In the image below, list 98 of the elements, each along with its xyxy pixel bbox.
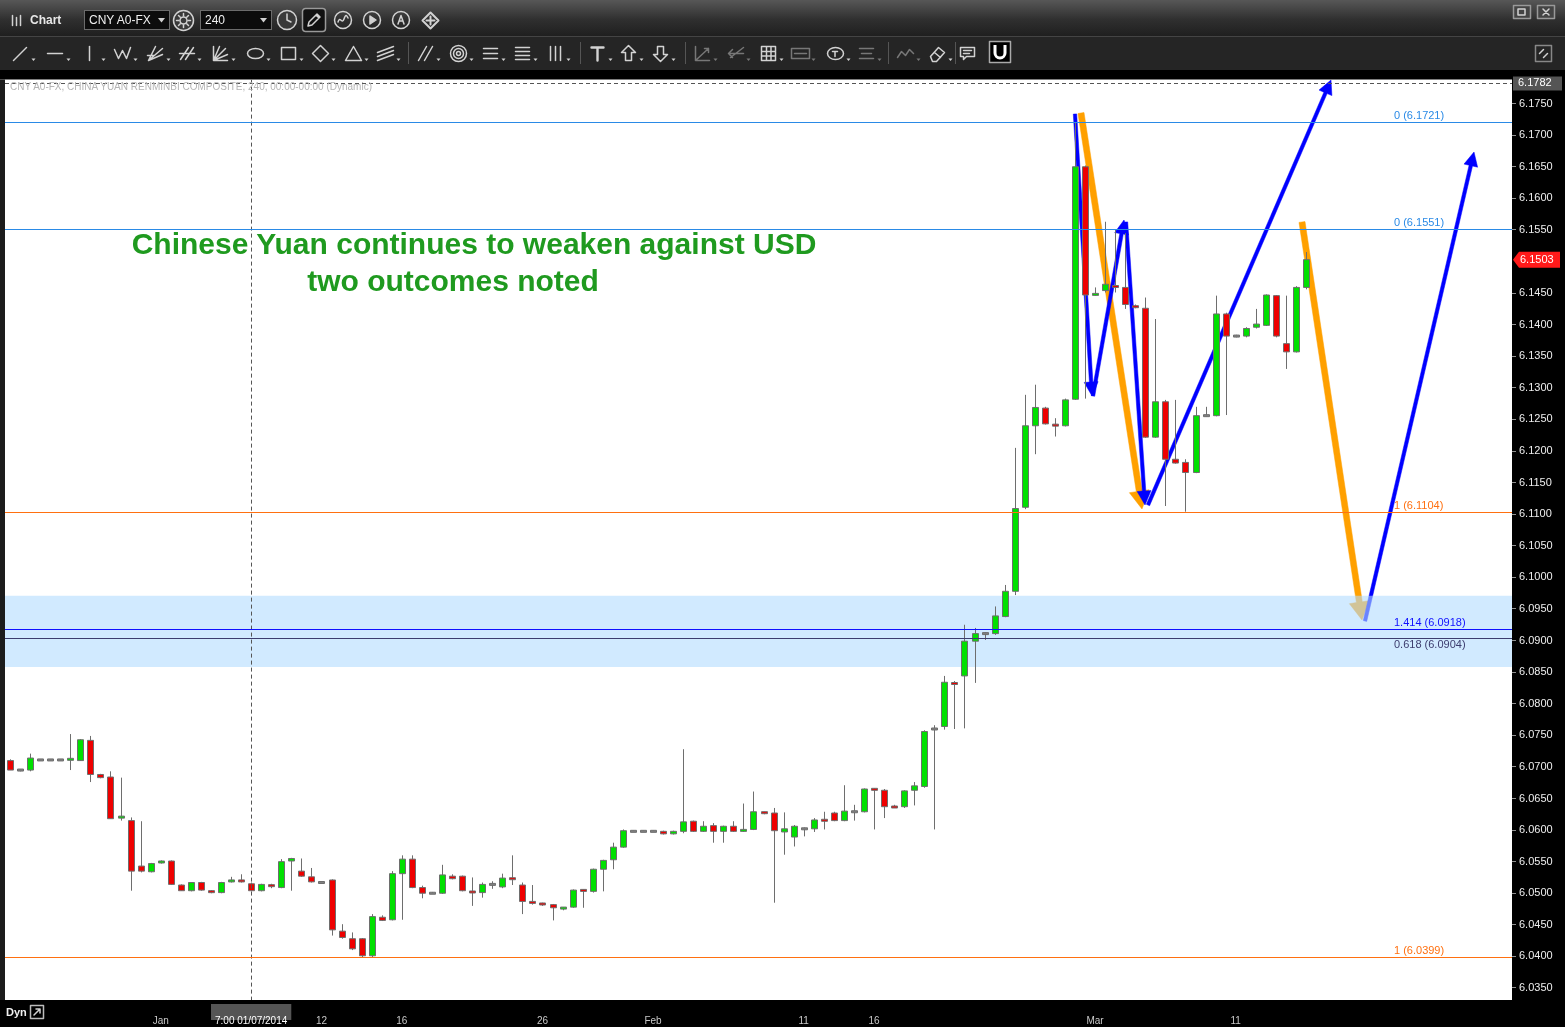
candlestick	[740, 803, 747, 833]
candlestick	[791, 824, 798, 847]
y-tick-label: 6.0550	[1519, 854, 1553, 867]
annotation: CNY A0-FX, CHINA YUAN RENMINBI COMPOSITE, 240, 00:00-00:00 (Dynamic)	[10, 81, 372, 93]
candlestick	[951, 680, 958, 730]
ref-line-label: 1 (6.1104)	[1394, 498, 1444, 511]
ref-line-label: 1.414 (6.0918)	[1394, 616, 1466, 629]
y-tick-label: 6.1700	[1519, 128, 1553, 141]
candlestick	[861, 787, 868, 813]
y-tick-label: 6.1200	[1519, 444, 1553, 457]
candlestick	[1283, 295, 1290, 370]
candlestick	[519, 882, 526, 915]
text: Chinese Yuan continues to weaken against USD	[130, 226, 818, 262]
candlestick	[138, 820, 145, 873]
x-tick-label: 7:00 01/07/2014	[214, 1014, 288, 1026]
candlestick	[1102, 221, 1109, 293]
candlestick	[67, 733, 74, 771]
candlestick	[359, 937, 366, 958]
y-tick-label: 6.1400	[1519, 317, 1553, 330]
candlestick	[118, 777, 125, 822]
y-tick-label: 6.0950	[1519, 602, 1553, 614]
y-tick-label: 6.1450	[1519, 286, 1553, 299]
candlestick	[168, 859, 175, 886]
ref-line-label: 0 (6.1721)	[1394, 108, 1445, 121]
dropdown-field: 240	[200, 10, 272, 30]
y-tick-label: 6.0500	[1519, 886, 1553, 899]
candlestick	[1052, 417, 1059, 438]
candlestick	[529, 884, 536, 906]
ref-line-label: 1 (6.0399)	[1394, 944, 1445, 957]
candlestick	[931, 724, 938, 830]
y-tick-label: 6.0800	[1519, 696, 1553, 709]
y-tick-label: 6.0600	[1519, 823, 1553, 836]
x-tick-label: 11	[1230, 1014, 1242, 1026]
candlestick	[288, 857, 295, 892]
candlestick	[771, 807, 778, 904]
x-tick-label: Jan	[152, 1014, 169, 1026]
ref-line-label: 0.618 (6.0904)	[1394, 638, 1466, 651]
candlestick	[439, 864, 446, 895]
candlestick	[77, 738, 84, 762]
candlestick	[710, 822, 717, 844]
y-tick-label: 6.1150	[1519, 475, 1552, 488]
y-tick-label: 6.1350	[1519, 349, 1553, 362]
x-tick-label: Feb	[644, 1014, 663, 1026]
y-tick-label: 6.1050	[1519, 538, 1553, 551]
candlestick	[469, 876, 476, 907]
candlestick	[972, 627, 979, 684]
y-tick-label: 6.0700	[1519, 759, 1553, 772]
y-tick-label: 6.1300	[1519, 380, 1553, 393]
candlestick	[509, 854, 516, 886]
candlestick	[871, 787, 878, 830]
y-tick-label: 6.1650	[1519, 159, 1553, 172]
y-tick-label: 6.0350	[1519, 981, 1553, 994]
candlestick	[580, 888, 587, 909]
candlestick	[1223, 312, 1230, 416]
ref-line-label: 0 (6.1551)	[1394, 216, 1445, 229]
x-tick-label: 16	[868, 1014, 881, 1026]
candlestick	[1032, 384, 1039, 455]
x-tick-label: 26	[536, 1014, 549, 1026]
text: Chart	[30, 13, 62, 27]
candlestick	[1172, 399, 1179, 465]
candlestick	[298, 858, 305, 878]
text: two outcomes noted	[306, 263, 600, 299]
candlestick	[911, 781, 918, 806]
y-tick-label: 6.1750	[1519, 96, 1553, 109]
y-tick-label: 6.0650	[1519, 791, 1553, 804]
dropdown-field: CNY A0-FX	[84, 10, 170, 30]
x-tick-label: 16	[396, 1014, 408, 1026]
x-tick-label: Mar	[1086, 1014, 1105, 1026]
candlestick	[781, 811, 788, 856]
y-tick-label: 6.0450	[1519, 917, 1553, 930]
candlestick	[881, 788, 888, 819]
text: Dyn	[6, 1006, 27, 1019]
x-tick-label: 11	[798, 1014, 810, 1026]
candlestick	[750, 791, 757, 831]
candlestick	[992, 605, 999, 636]
candlestick	[620, 828, 627, 849]
x-tick-label: 12	[315, 1014, 328, 1026]
candlestick	[680, 748, 687, 834]
y-tick-label: 6.0900	[1519, 633, 1553, 646]
y-tick-label: 6.0750	[1519, 728, 1553, 741]
ref-line-label: 6.1782	[1518, 76, 1552, 89]
candlestick	[590, 868, 597, 894]
candlestick	[841, 784, 848, 822]
candlestick	[399, 854, 406, 921]
text: 6.1503	[1520, 252, 1554, 265]
candlestick	[600, 859, 607, 892]
y-tick-label: 6.0400	[1519, 949, 1553, 962]
y-tick-label: 6.1100	[1519, 507, 1552, 520]
y-tick-label: 6.1600	[1519, 191, 1553, 204]
y-tick-label: 6.1000	[1519, 570, 1553, 583]
y-tick-label: 6.0850	[1519, 665, 1553, 678]
candlestick	[610, 842, 617, 870]
candlestick	[570, 888, 577, 909]
candlestick	[1122, 232, 1129, 310]
y-tick-label: 6.1250	[1519, 412, 1553, 425]
candlestick	[1182, 458, 1189, 513]
y-tick-label: 6.1550	[1519, 222, 1553, 235]
candlestick	[1112, 229, 1119, 293]
